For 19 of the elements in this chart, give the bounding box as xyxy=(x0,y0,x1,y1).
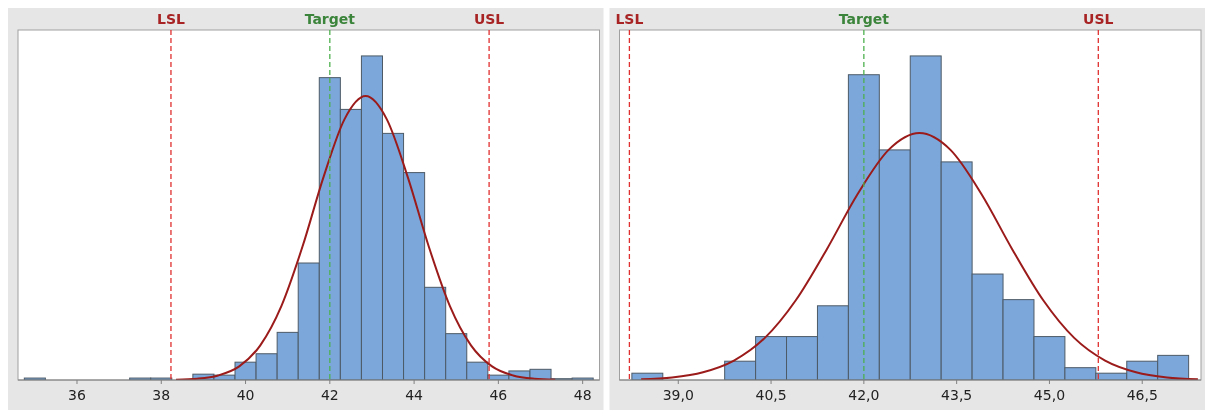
ref-line-label: Target xyxy=(838,11,890,27)
x-tick-label: 43,5 xyxy=(941,387,973,403)
x-tick-label: 39,0 xyxy=(662,387,694,403)
x-tick-label: 46 xyxy=(489,387,508,403)
ref-line-label: Target xyxy=(304,11,356,27)
x-tick-label: 36 xyxy=(68,387,86,403)
x-tick-label: 42 xyxy=(320,387,339,403)
x-tick-label: 46,5 xyxy=(1126,387,1158,403)
x-tick-label: 40 xyxy=(236,387,255,403)
x-tick-label: 48 xyxy=(573,387,592,403)
x-tick-label: 45,0 xyxy=(1033,387,1066,403)
x-tick-label: 44 xyxy=(405,387,424,403)
x-tick-label: 42,0 xyxy=(848,387,880,403)
ref-line-label: LSL xyxy=(615,11,644,27)
ref-line-label: USL xyxy=(1083,11,1114,27)
ref-line-label: LSL xyxy=(156,11,185,27)
x-tick-label: 38 xyxy=(152,387,171,403)
ref-line-label: USL xyxy=(473,11,505,27)
x-tick-label: 40,5 xyxy=(755,387,787,403)
